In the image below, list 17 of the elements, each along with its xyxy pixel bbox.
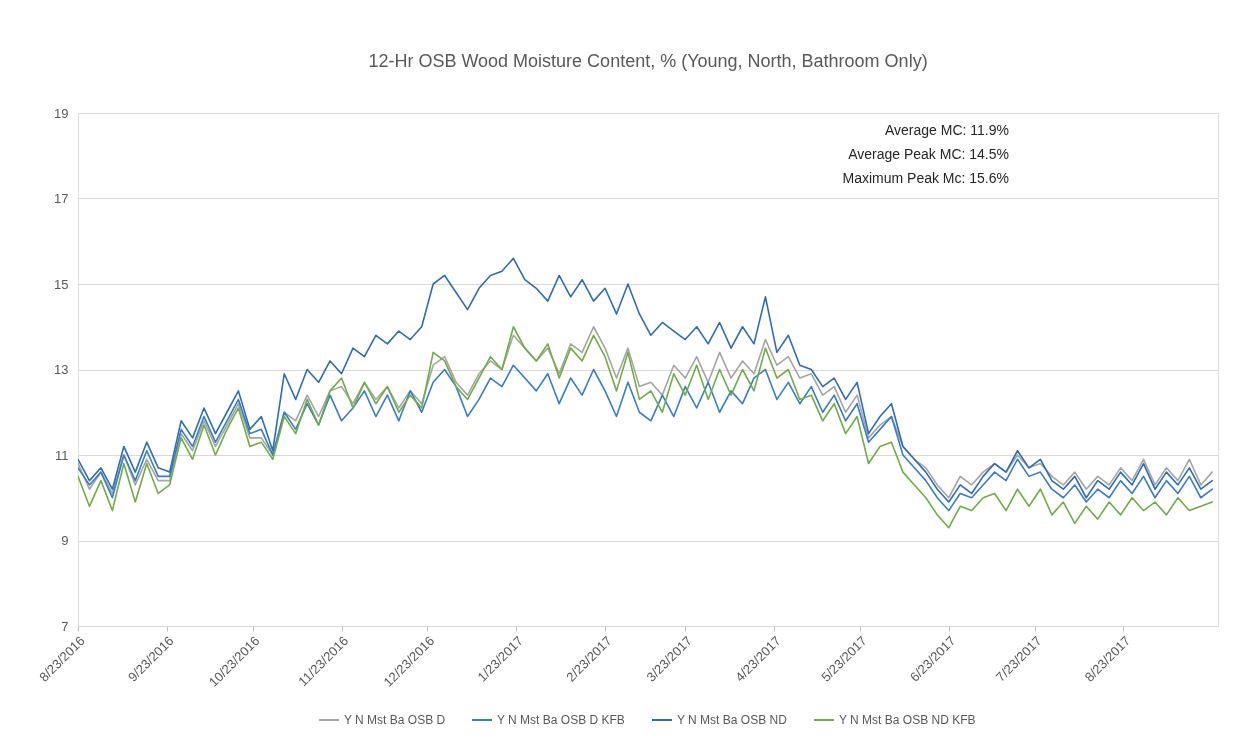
y-tick-label: 13 [54, 362, 69, 377]
legend-label: Y N Mst Ba OSB D [344, 713, 446, 727]
y-tick-label: 9 [61, 533, 69, 548]
legend-label: Y N Mst Ba OSB ND [677, 713, 788, 727]
line-series [78, 364, 1214, 512]
legend-label: Y N Mst Ba OSB ND KFB [839, 713, 976, 727]
annotation: Maximum Peak Mc: 15.6% [842, 170, 1009, 186]
y-tick-label: 19 [54, 105, 69, 121]
y-tick-label: 7 [61, 618, 69, 634]
y-tick-label: 15 [54, 276, 69, 292]
annotation: Average Peak MC: 14.5% [848, 146, 1009, 162]
annotation: Average MC: 11.9% [885, 122, 1009, 138]
y-tick-label: 11 [55, 447, 69, 463]
y-tick-label: 17 [54, 191, 69, 206]
legend-label: Y N Mst Ba OSB D KFB [497, 713, 625, 727]
line-series [78, 257, 1214, 503]
chart-title: 12-Hr OSB Wood Moisture Content, % (Young, North, Bathroom Only) [368, 51, 928, 71]
